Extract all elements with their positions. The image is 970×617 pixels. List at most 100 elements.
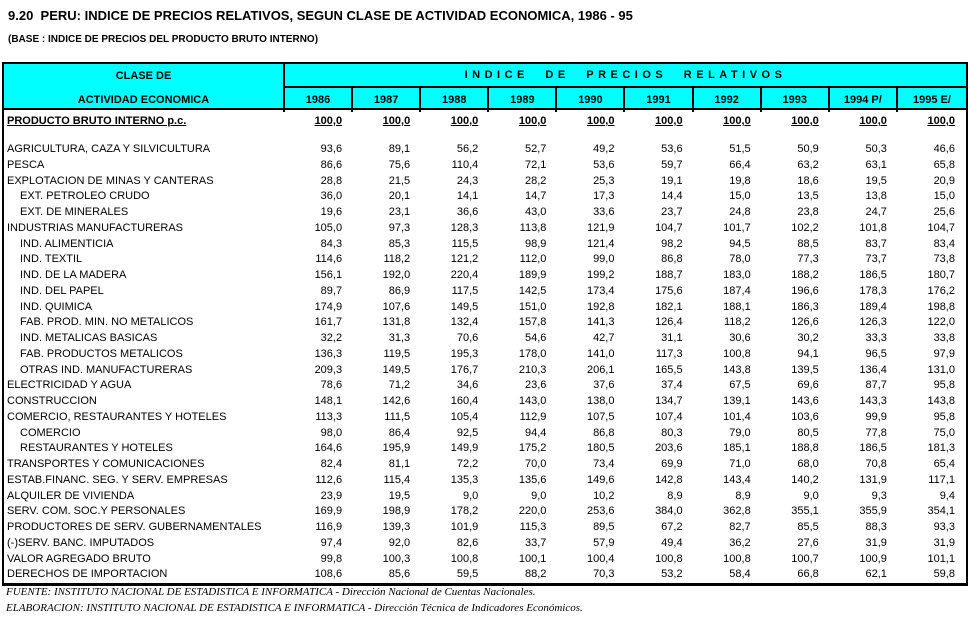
year-header: 1993 bbox=[762, 88, 830, 112]
year-header: 1994 P/ bbox=[830, 88, 898, 112]
value-cell: 71,0 bbox=[729, 458, 751, 470]
table-row: (-)SERV. BANC. IMPUTADOS 97,4 92,0 82,6 33,7… bbox=[4, 536, 966, 552]
value-cell: 15,0 bbox=[933, 190, 955, 203]
value-cell: 220,0 bbox=[518, 505, 547, 518]
value-cell: 100,0 bbox=[655, 115, 683, 128]
value-cell: 82,6 bbox=[456, 536, 479, 549]
table-row: RESTAURANTES Y HOTELES 164,6 195,9 149,9 175… bbox=[4, 441, 966, 457]
value-cell: 192,8 bbox=[586, 300, 615, 313]
value-cell: 95,8 bbox=[933, 410, 955, 423]
value-cell: 182,1 bbox=[655, 300, 683, 313]
value-cell: 100,0 bbox=[586, 115, 615, 128]
value-cell: 59,8 bbox=[933, 568, 955, 581]
value-cell: 33,8 bbox=[933, 332, 955, 344]
table-row: ESTAB.FINANC. SEG. Y SERV. EMPRESAS 112,6… bbox=[4, 473, 966, 489]
value-cell: 118,2 bbox=[383, 253, 411, 266]
row-label: FAB. PRODUCTOS METALICOS bbox=[20, 347, 183, 360]
value-cell: 100,8 bbox=[723, 552, 751, 565]
row-label: IND. ALIMENTICIA bbox=[20, 237, 114, 250]
value-cell: 20,9 bbox=[933, 174, 955, 187]
table-row: IND. METALICAS BASICAS 32,2 31,3 70,6 54,6 42… bbox=[4, 331, 966, 347]
value-cell: 105,0 bbox=[314, 221, 343, 234]
row-label: EXT. DE MINERALES bbox=[20, 206, 129, 218]
row-label: DERECHOS DE IMPORTACION bbox=[7, 568, 168, 581]
value-cell: 143,8 bbox=[927, 395, 955, 407]
year-header-cells: 1986 1987 1988 1989 1990 1991 1992 1993 1994 P/1… bbox=[285, 88, 966, 112]
value-cell: 104,7 bbox=[655, 221, 683, 234]
value-cell: 82,4 bbox=[320, 458, 343, 470]
value-cell: 100,7 bbox=[791, 552, 819, 565]
value-cell: 100,1 bbox=[518, 552, 547, 565]
value-cell: 85,6 bbox=[388, 568, 411, 581]
table-row: CONSTRUCCION 148,1 142,6 160,4 143,0 138,0 134… bbox=[4, 394, 966, 410]
value-cell: 101,4 bbox=[723, 410, 751, 423]
value-cell: 185,1 bbox=[723, 442, 751, 455]
year-header: 1995 E/ bbox=[912, 94, 951, 106]
value-cell: 70,8 bbox=[865, 458, 887, 470]
value-cell: 112,6 bbox=[315, 473, 343, 486]
value-cell: 53,6 bbox=[661, 143, 683, 155]
value-cell: 111,5 bbox=[384, 410, 411, 423]
value-cell: 186,5 bbox=[859, 269, 887, 281]
value-cell: 253,6 bbox=[586, 505, 615, 518]
value-cell: 100,8 bbox=[655, 552, 683, 565]
value-cell: 9,3 bbox=[871, 489, 887, 502]
value-cell: 96,5 bbox=[865, 347, 887, 360]
value-cell: 78,0 bbox=[729, 253, 751, 266]
value-cell: 34,6 bbox=[456, 379, 479, 392]
table-row: IND. DEL PAPEL 89,7 86,9 117,5 142,5 173,4 175… bbox=[4, 284, 966, 300]
value-cell: 13,8 bbox=[865, 190, 887, 203]
value-cell: 33,6 bbox=[593, 206, 615, 218]
row-label: IND. DEL PAPEL bbox=[20, 284, 104, 297]
value-cell: 131,9 bbox=[859, 473, 887, 486]
row-label: FAB. PROD. MIN. NO METALICOS bbox=[20, 316, 194, 329]
value-cell: 70,6 bbox=[456, 332, 479, 344]
value-cell: 128,3 bbox=[450, 221, 479, 234]
value-cell: 43,0 bbox=[524, 206, 547, 218]
year-header: 1986 bbox=[285, 88, 354, 112]
value-cell: 14,1 bbox=[456, 190, 479, 203]
value-cell: 23,9 bbox=[320, 489, 343, 502]
value-cell: 97,9 bbox=[933, 347, 955, 360]
value-cell: 71,2 bbox=[388, 379, 411, 392]
value-cell: 138,0 bbox=[586, 395, 615, 407]
price-index-table: CLASE DE ACTIVIDAD ECONOMICA INDICE DE P… bbox=[2, 62, 968, 586]
year-header: 1991 bbox=[625, 88, 694, 112]
value-cell: 355,1 bbox=[791, 505, 819, 518]
value-cell: 139,3 bbox=[382, 521, 411, 533]
value-cell: 100,0 bbox=[791, 115, 819, 128]
row-label: IND. TEXTIL bbox=[20, 253, 83, 266]
value-cell: 188,8 bbox=[791, 442, 819, 455]
value-cell: 24,3 bbox=[456, 174, 479, 187]
value-cell: 143,0 bbox=[518, 395, 547, 407]
value-cell: 181,3 bbox=[927, 442, 955, 455]
page-subtitle: (BASE : INDICE DE PRECIOS DEL PRODUCTO B… bbox=[8, 34, 319, 45]
value-cell: 143,4 bbox=[723, 473, 751, 486]
value-cell: 188,7 bbox=[655, 269, 683, 281]
year-header: 1989 bbox=[489, 88, 558, 112]
row-label: (-)SERV. BANC. IMPUTADOS bbox=[7, 536, 155, 549]
value-cell: 68,0 bbox=[797, 458, 819, 470]
value-cell: 67,2 bbox=[661, 521, 683, 533]
row-label: EXT. PETROLEO CRUDO bbox=[20, 190, 150, 203]
value-cell: 49,4 bbox=[661, 536, 683, 549]
table-row: EXT. DE MINERALES 19,6 23,1 36,6 43,0 33,6 23,… bbox=[4, 205, 966, 221]
row-label: INDUSTRIAS MANUFACTURERAS bbox=[7, 221, 184, 234]
value-cell: 126,3 bbox=[859, 316, 887, 329]
row-label: CONSTRUCCION bbox=[7, 395, 97, 407]
table-row: ELECTRICIDAD Y AGUA 78,6 71,2 34,6 23,6 37,6 3… bbox=[4, 378, 966, 394]
year-header: 1990 bbox=[557, 88, 626, 112]
value-cell: 141,0 bbox=[586, 347, 615, 360]
table-row: ALQUILER DE VIVIENDA 23,9 19,5 9,0 9,0 10,2 8,… bbox=[4, 489, 966, 505]
table-row: COMERCIO, RESTAURANTES Y HOTELES 113,3 111… bbox=[4, 410, 966, 426]
value-cell: 19,1 bbox=[661, 174, 683, 187]
table-row: IND. ALIMENTICIA 84,3 85,3 115,5 98,9 121,4 98… bbox=[4, 237, 966, 253]
value-cell: 63,1 bbox=[865, 158, 887, 171]
value-cell: 188,2 bbox=[791, 269, 819, 281]
value-cell: 94,5 bbox=[729, 237, 751, 250]
value-cell: 135,6 bbox=[518, 473, 547, 486]
value-cell: 19,5 bbox=[865, 174, 887, 187]
value-cell: 104,7 bbox=[927, 221, 955, 234]
value-cell: 220,4 bbox=[450, 269, 479, 281]
row-label: AGRICULTURA, CAZA Y SILVICULTURA bbox=[7, 143, 211, 155]
